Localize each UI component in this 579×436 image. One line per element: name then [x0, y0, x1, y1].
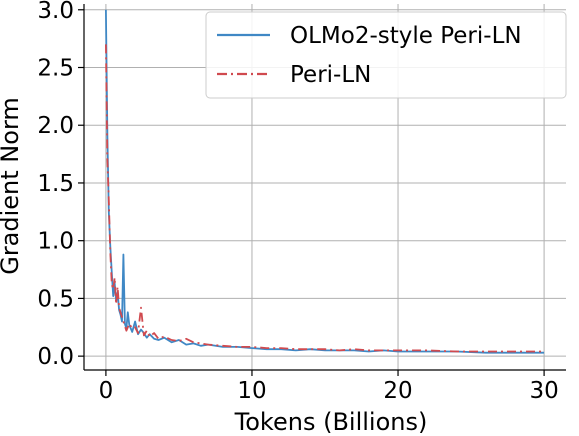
x-tick-label: 10 [237, 378, 266, 404]
legend-label-peri-ln: Peri-LN [290, 62, 371, 88]
x-tick-label: 20 [383, 378, 412, 404]
series-line-peri-ln [105, 44, 545, 353]
y-tick-label: 1.5 [37, 171, 74, 197]
x-tick-label: 30 [529, 378, 558, 404]
y-tick-label: 3.0 [37, 0, 74, 24]
x-tick-label: 0 [99, 378, 114, 404]
y-tick-label: 0.5 [37, 286, 74, 312]
x-axis-ticks: 0 10 20 30 [99, 370, 559, 404]
legend: OLMo2-style Peri-LN Peri-LN [205, 11, 567, 99]
y-axis-label: Gradient Norm [0, 97, 24, 275]
y-tick-label: 2.5 [37, 56, 74, 82]
y-tick-label: 0.0 [37, 344, 74, 370]
axes [83, 4, 566, 371]
x-axis-label: Tokens (Billions) [234, 408, 428, 436]
y-tick-label: 1.0 [37, 229, 74, 255]
y-tick-label: 2.0 [37, 113, 74, 139]
legend-label-olmo2-style-peri-ln: OLMo2-style Peri-LN [290, 23, 522, 49]
y-axis-ticks: 0.0 0.5 1.0 1.5 2.0 2.5 3.0 [37, 0, 84, 370]
series-lines [105, 9, 545, 354]
legend-box [205, 11, 567, 99]
